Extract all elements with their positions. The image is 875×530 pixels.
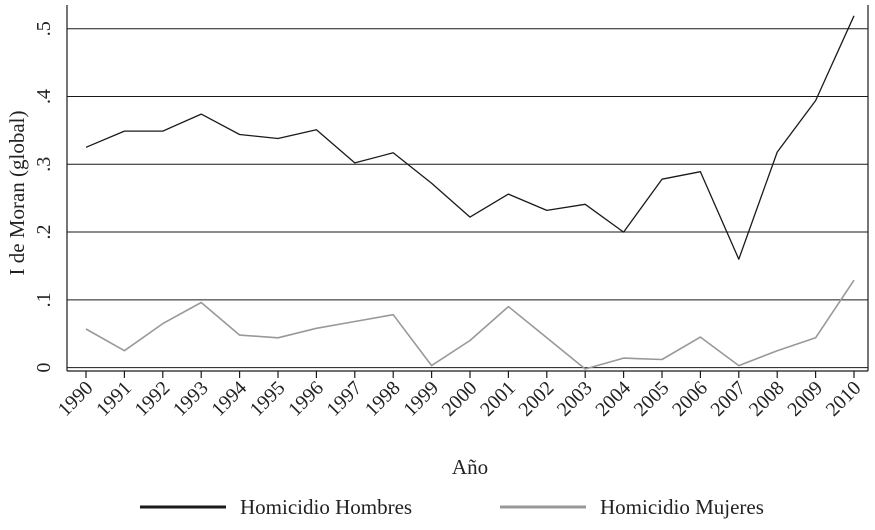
x-tick-label: 2008 [745, 377, 789, 421]
series-lines [85, 15, 855, 370]
x-tick-label: 2007 [706, 377, 750, 421]
x-tick-label: 1997 [322, 377, 366, 421]
x-tick-label: 1995 [246, 377, 290, 421]
x-tick-label: 2006 [668, 377, 712, 421]
x-tick-label: 1998 [361, 377, 405, 421]
x-axis-label: Año [452, 455, 488, 479]
y-tick-label: .3 [33, 157, 55, 172]
x-tick-label: 2003 [553, 377, 597, 421]
legend-label-homicidio-hombres: Homicidio Hombres [240, 495, 412, 519]
x-tick-label: 1990 [54, 377, 98, 421]
y-tick-label: .2 [33, 225, 55, 240]
x-tick-label: 1999 [399, 377, 443, 421]
series-line-homicidio-mujeres [85, 279, 855, 370]
y-tick-label: .5 [33, 21, 55, 36]
x-tick-label: 2004 [591, 377, 635, 421]
x-tick-label: 2010 [822, 377, 866, 421]
x-tick-label: 2001 [476, 377, 520, 421]
axes [66, 5, 869, 378]
y-tick-labels: 0 .1 .2 .3 .4 .5 [33, 21, 55, 372]
x-tick-label: 1994 [207, 377, 251, 421]
x-tick-label: 1991 [92, 377, 136, 421]
y-tick-label: .4 [33, 89, 55, 104]
grid-lines [67, 28, 868, 369]
y-tick-label: 0 [33, 363, 55, 373]
x-tick-label: 2002 [514, 377, 558, 421]
x-tick-label: 1992 [130, 377, 174, 421]
x-tick-label: 2000 [438, 377, 482, 421]
legend: Homicidio Hombres Homicidio Mujeres [140, 495, 764, 519]
x-tick-label: 1996 [284, 377, 328, 421]
y-tick-label: .1 [33, 292, 55, 307]
legend-label-homicidio-mujeres: Homicidio Mujeres [600, 495, 764, 519]
x-tick-label: 2005 [630, 377, 674, 421]
x-tick-labels: 1990199119921993199419951996199719981999… [54, 377, 866, 421]
series-line-homicidio-hombres [85, 15, 855, 260]
y-axis-label: I de Moran (global) [5, 110, 29, 275]
x-tick-label: 2009 [783, 377, 827, 421]
x-tick-label: 1993 [169, 377, 213, 421]
